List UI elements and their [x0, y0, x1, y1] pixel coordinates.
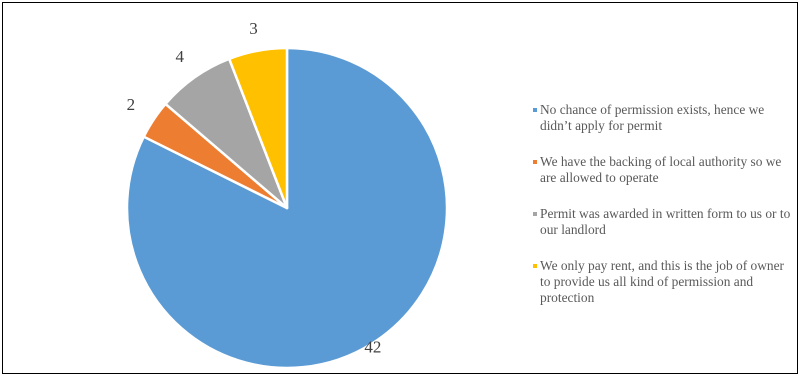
legend-item-no-permission: No chance of permission exists, hence we…: [533, 102, 795, 134]
chart-legend: No chance of permission exists, hence we…: [533, 102, 795, 326]
legend-item-owner-responsibility: We only pay rent, and this is the job of…: [533, 258, 795, 306]
legend-item-written-permit: Permit was awarded in written form to us…: [533, 206, 795, 238]
slice-owner-responsibility: [227, 46, 289, 210]
legend-item-local-authority: We have the backing of local authority s…: [533, 154, 795, 186]
legend-swatch: [533, 264, 537, 268]
label-local-authority: 2: [127, 95, 136, 114]
legend-label: No chance of permission exists, hence we…: [540, 102, 765, 133]
legend-label: We only pay rent, and this is the job of…: [540, 258, 784, 305]
legend-swatch: [533, 160, 537, 164]
pie-data-labels: 42 2 4 3: [127, 19, 382, 356]
label-written-permit: 4: [176, 47, 185, 66]
legend-swatch: [533, 108, 537, 112]
legend-label: We have the backing of local authority s…: [540, 154, 782, 185]
legend-swatch: [533, 212, 537, 216]
label-owner-responsibility: 3: [249, 19, 258, 38]
label-no-permission: 42: [364, 337, 381, 356]
pie-slices: [125, 46, 449, 370]
legend-label: Permit was awarded in written form to us…: [540, 206, 791, 237]
